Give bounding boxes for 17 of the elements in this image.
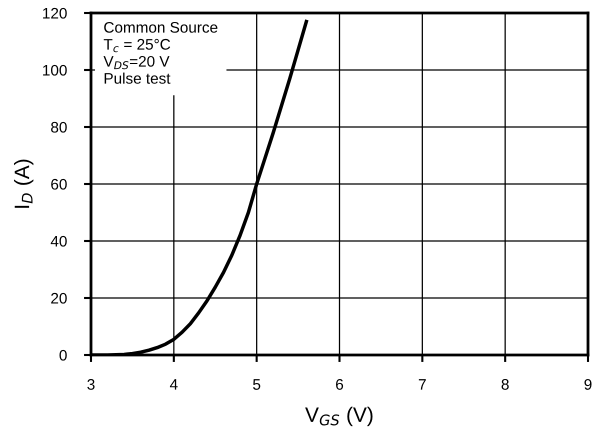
annotation: Common Source T$_{c}$ = 25°C V$_{DS}$=20 V Pulse test bbox=[103, 22, 218, 84]
x-tick-label: 6 bbox=[336, 379, 344, 390]
x-tick-label: 5 bbox=[253, 379, 260, 390]
y-tick-label: 0 bbox=[59, 350, 67, 361]
x-tick-label: 4 bbox=[170, 379, 178, 390]
y-tick-label: 100 bbox=[43, 64, 67, 76]
x-tick-label: 8 bbox=[502, 379, 509, 390]
y-tick-label: 120 bbox=[43, 8, 67, 19]
y-tick-label: 80 bbox=[51, 122, 67, 133]
y-axis-title: I$_{D}$ (A) bbox=[14, 160, 34, 208]
x-tick-label: 9 bbox=[584, 379, 592, 390]
x-tick-label: 3 bbox=[87, 379, 95, 390]
x-tick-label: 7 bbox=[418, 379, 426, 390]
y-tick-label: 60 bbox=[51, 178, 67, 190]
y-tick-label: 40 bbox=[50, 236, 67, 247]
y-tick-label: 20 bbox=[51, 292, 67, 304]
x-axis-title: V$_{GS}$ (V) bbox=[305, 406, 373, 426]
